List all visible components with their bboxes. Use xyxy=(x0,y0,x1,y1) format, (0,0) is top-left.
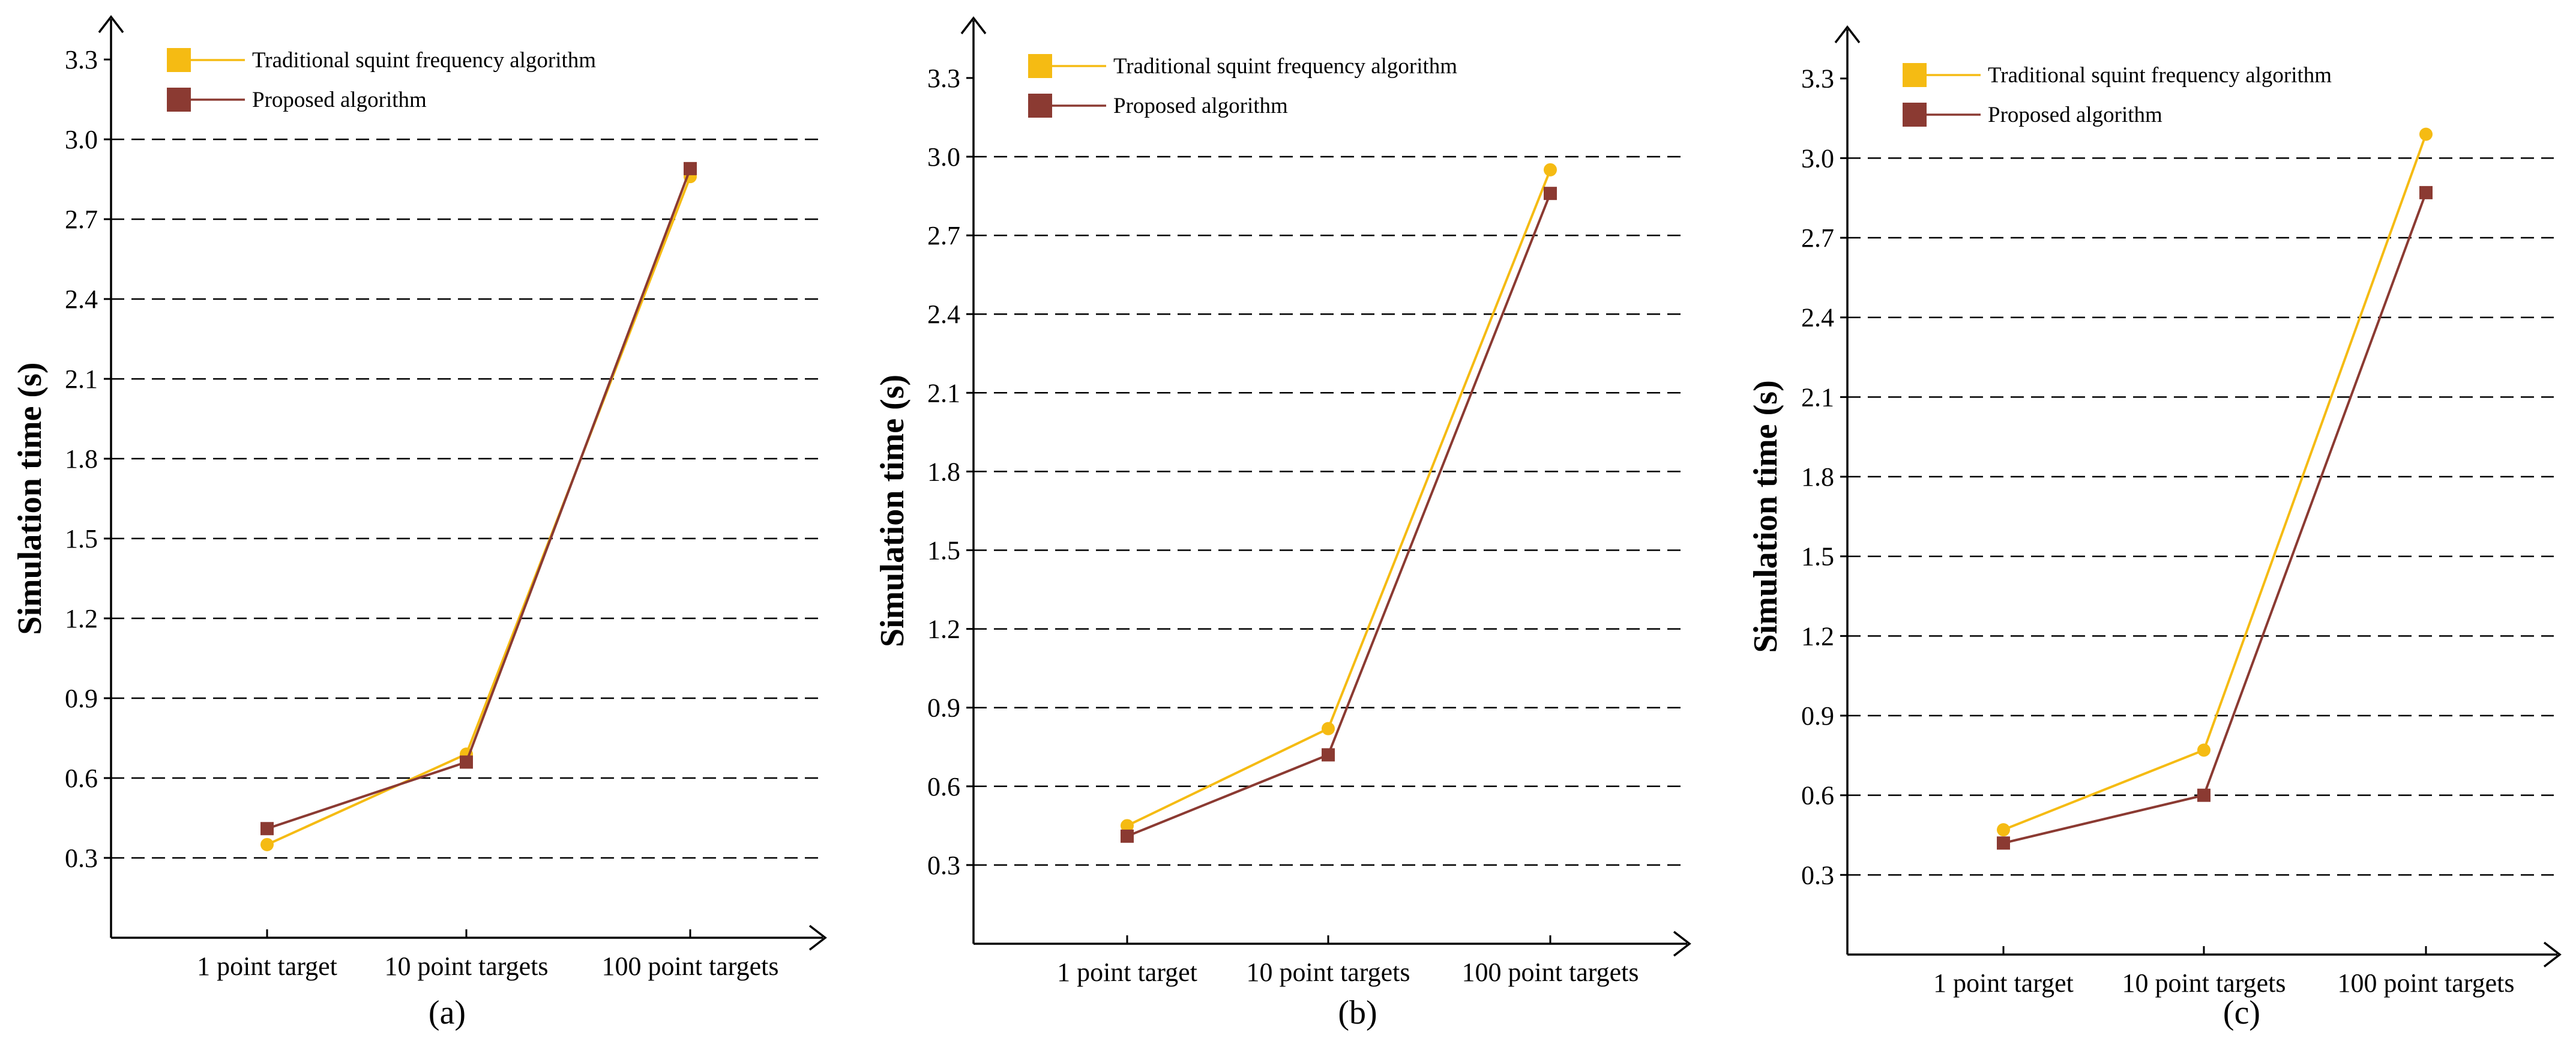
y-tick-label: 3.0 xyxy=(927,142,960,172)
x-axis-arrow xyxy=(808,925,827,951)
chart-panel-a: 0.3 0.6 0.9 1.2 1.5 1.8 2.1 2.4 2.7 3.0 3.3 1 point… xyxy=(11,15,827,1031)
data-point-proposed xyxy=(460,755,473,769)
x-category-label: 1 point target xyxy=(1933,968,2074,998)
y-axis-arrow xyxy=(1834,25,1861,44)
y-tick-label: 1.8 xyxy=(1801,462,1834,492)
series-line-proposed xyxy=(266,168,691,830)
x-axis-arrow xyxy=(2543,941,2562,968)
y-tick-label: 3.0 xyxy=(65,125,98,154)
y-tick-label: 2.1 xyxy=(65,364,98,394)
x-category-label: 10 point targets xyxy=(1247,958,1410,987)
data-point-traditional xyxy=(2197,743,2210,757)
y-tick-label: 3.3 xyxy=(1801,64,1834,94)
y-tick-label: 2.7 xyxy=(1801,223,1834,253)
chart-panel-b: 0.3 0.6 0.9 1.2 1.5 1.8 2.1 2.4 2.7 3.0 3.3 1 point… xyxy=(874,16,1691,1031)
x-category-label: 100 point targets xyxy=(1462,958,1639,987)
data-point-proposed xyxy=(1322,748,1335,762)
legend-marker-traditional xyxy=(167,48,191,72)
y-tick-label: 0.3 xyxy=(927,851,960,880)
data-point-proposed xyxy=(1997,836,2010,850)
y-axis-arrow xyxy=(98,15,124,34)
y-tick-label: 2.7 xyxy=(65,205,98,234)
y-tick-label: 0.6 xyxy=(1801,781,1834,810)
y-tick-label: 1.5 xyxy=(927,536,960,566)
y-tick-label: 2.4 xyxy=(65,285,98,314)
y-tick-label: 3.3 xyxy=(927,64,960,93)
legend-label-proposed: Proposed algorithm xyxy=(1113,94,1288,118)
legend-label-proposed: Proposed algorithm xyxy=(252,88,427,112)
data-point-traditional xyxy=(2419,127,2433,141)
y-tick-label: 0.9 xyxy=(65,684,98,713)
legend-label-traditional: Traditional squint frequency algorithm xyxy=(1113,54,1457,79)
y-tick-label: 1.5 xyxy=(1801,542,1834,572)
legend-marker-traditional xyxy=(1903,63,1927,87)
series-line-proposed xyxy=(1127,193,1551,837)
legend-label-traditional: Traditional squint frequency algorithm xyxy=(1988,63,2332,88)
data-point-traditional xyxy=(1544,163,1557,177)
series-line-proposed xyxy=(2003,192,2427,845)
y-tick-label: 2.1 xyxy=(927,378,960,408)
panel-caption: (b) xyxy=(1338,994,1377,1031)
legend-marker-proposed xyxy=(167,88,191,112)
x-category-label: 1 point target xyxy=(197,952,337,981)
legend-label-traditional: Traditional squint frequency algorithm xyxy=(252,48,596,73)
x-category-label: 100 point targets xyxy=(2338,968,2515,998)
legend-marker-proposed xyxy=(1028,94,1052,118)
legend-marker-proposed xyxy=(1903,103,1927,127)
y-tick-label: 1.2 xyxy=(65,604,98,633)
x-axis-arrow xyxy=(1673,931,1691,957)
y-axis-title: Simulation time (s) xyxy=(874,375,911,647)
x-category-label: 1 point target xyxy=(1057,958,1197,987)
y-tick-label: 1.8 xyxy=(65,444,98,474)
data-point-traditional xyxy=(1121,819,1134,833)
chart-panel-c: 0.3 0.6 0.9 1.2 1.5 1.8 2.1 2.4 2.7 3.0 3.3 1 point… xyxy=(1747,25,2562,1031)
series-line-traditional xyxy=(266,176,691,846)
y-tick-label: 0.9 xyxy=(927,693,960,723)
y-tick-label: 1.5 xyxy=(65,524,98,554)
y-tick-label: 0.6 xyxy=(927,772,960,801)
data-point-proposed xyxy=(260,822,274,836)
panel-caption: (a) xyxy=(429,994,466,1031)
x-category-label: 10 point targets xyxy=(2122,968,2286,998)
y-tick-label: 2.4 xyxy=(1801,303,1834,333)
y-tick-label: 0.6 xyxy=(65,764,98,793)
data-point-traditional xyxy=(1322,722,1335,735)
y-tick-label: 1.2 xyxy=(1801,621,1834,651)
data-point-proposed xyxy=(684,161,697,175)
series-line-traditional xyxy=(2003,133,2427,831)
y-tick-label: 3.0 xyxy=(1801,143,1834,173)
y-tick-label: 0.9 xyxy=(1801,701,1834,731)
y-axis-arrow xyxy=(960,16,987,35)
legend-label-proposed: Proposed algorithm xyxy=(1988,103,2162,127)
y-tick-label: 2.4 xyxy=(927,300,960,329)
y-tick-label: 0.3 xyxy=(1801,860,1834,890)
panel-caption: (c) xyxy=(2223,994,2260,1031)
data-point-proposed xyxy=(1121,829,1134,843)
y-tick-label: 2.1 xyxy=(1801,382,1834,412)
x-category-label: 10 point targets xyxy=(385,952,549,981)
y-tick-label: 3.3 xyxy=(65,45,98,74)
y-tick-label: 1.2 xyxy=(927,615,960,644)
data-point-proposed xyxy=(1544,187,1557,201)
y-axis-title: Simulation time (s) xyxy=(1747,380,1784,653)
legend-marker-traditional xyxy=(1028,54,1052,78)
x-category-label: 100 point targets xyxy=(602,952,779,981)
data-point-traditional xyxy=(1997,823,2010,837)
data-point-proposed xyxy=(2419,186,2433,199)
y-axis-title: Simulation time (s) xyxy=(11,362,49,635)
y-tick-label: 0.3 xyxy=(65,843,98,873)
data-point-proposed xyxy=(2197,788,2210,802)
y-tick-label: 2.7 xyxy=(927,221,960,250)
data-point-traditional xyxy=(260,837,274,851)
y-tick-label: 1.8 xyxy=(927,457,960,486)
